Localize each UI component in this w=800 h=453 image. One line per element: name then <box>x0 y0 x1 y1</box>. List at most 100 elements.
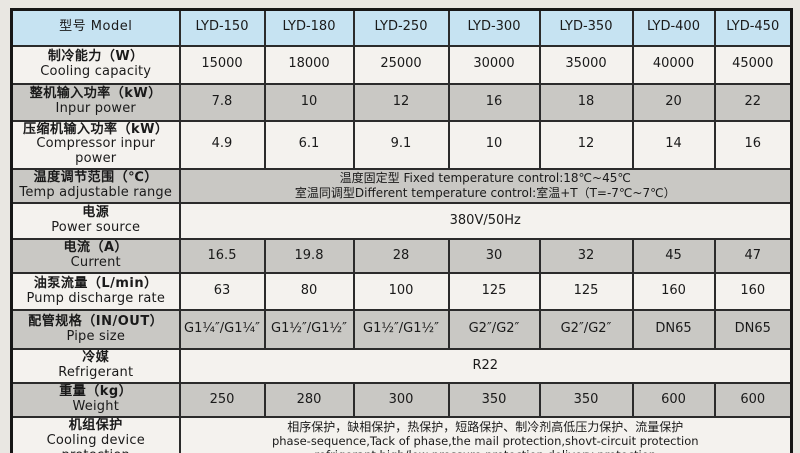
row-current: 电流（A） Current 16.5 19.8 28 30 32 45 47 <box>10 238 793 275</box>
table-cell: 9.1 <box>352 119 450 171</box>
table-cell: 20 <box>631 82 716 122</box>
table-cell: 80 <box>263 272 355 312</box>
table-cell: 600 <box>631 382 716 418</box>
row-power-source: 电源 Power source 380V/50Hz <box>10 202 793 241</box>
row-label-zh: 油泵流量（L/min） <box>33 275 158 291</box>
row-label-en: Temp adjustable range <box>19 185 173 201</box>
table-cell: 18000 <box>263 44 355 85</box>
row-label-zh: 温度调节范围（℃） <box>33 170 158 186</box>
table-cell: 47 <box>713 238 793 275</box>
row-label-refrigerant: 冷媒 Refrigerant <box>10 348 181 385</box>
table-cell: G2″/G2″ <box>447 309 541 351</box>
row-protection: 机组保护 Cooling device protection 相序保护，缺相保护… <box>10 415 793 453</box>
table-cell: 280 <box>263 382 355 418</box>
column-header-lyd400: LYD-400 <box>631 8 716 47</box>
table-cell: 18 <box>538 82 634 122</box>
table-cell: 16 <box>713 119 793 171</box>
row-label-en: Pipe size <box>66 328 126 344</box>
row-label-zh: 整机输入功率（kW） <box>29 86 162 102</box>
row-label-zh: 重量（kg） <box>59 384 133 400</box>
row-label-zh: 制冷能力（W） <box>47 48 144 64</box>
row-weight: 重量（kg） Weight 250 280 300 350 350 600 60… <box>10 382 793 418</box>
column-header-lyd450: LYD-450 <box>713 8 793 47</box>
table-cell: 19.8 <box>263 238 355 275</box>
column-header-lyd150: LYD-150 <box>178 8 266 47</box>
table-cell: 45000 <box>713 44 793 85</box>
row-label-pipe-size: 配管规格（IN/OUT） Pipe size <box>10 309 181 351</box>
row-label-en: Current <box>70 255 121 271</box>
column-header-model: 型号 Model <box>10 8 181 47</box>
row-label-zh: 电源 <box>82 205 110 221</box>
table-cell: 160 <box>631 272 716 312</box>
table-header-row: 型号 Model LYD-150 LYD-180 LYD-250 LYD-300… <box>10 8 793 47</box>
row-label-compressor-power: 压缩机输入功率（kW） Compressor inpur power <box>10 119 181 171</box>
table-cell: 350 <box>447 382 541 418</box>
row-label-en: Weight <box>72 399 119 414</box>
merged-cell-protection: 相序保护，缺相保护，热保护，短路保护、制冷剂高低压力保护、流量保护 phase-… <box>178 415 793 453</box>
column-header-lyd350: LYD-350 <box>538 8 634 47</box>
table-cell: G1½″/G1½″ <box>352 309 450 351</box>
row-label-weight: 重量（kg） Weight <box>10 382 181 418</box>
table-cell: 15000 <box>178 44 266 85</box>
row-label-en: Compressor inpur power <box>36 136 156 167</box>
table-cell: 350 <box>538 382 634 418</box>
row-pump-rate: 油泵流量（L/min） Pump discharge rate 63 80 10… <box>10 272 793 312</box>
table-cell: 16 <box>447 82 541 122</box>
table-cell: 63 <box>178 272 266 312</box>
table-cell: 12 <box>538 119 634 171</box>
table-cell: 12 <box>352 82 450 122</box>
row-label-zh: 配管规格（IN/OUT） <box>28 313 164 329</box>
row-input-power: 整机输入功率（kW） Inpur power 7.8 10 12 16 18 2… <box>10 82 793 122</box>
row-refrigerant: 冷媒 Refrigerant R22 <box>10 348 793 385</box>
table-cell: 100 <box>352 272 450 312</box>
column-header-lyd250: LYD-250 <box>352 8 450 47</box>
table-cell: 30000 <box>447 44 541 85</box>
protection-line1: 相序保护，缺相保护，热保护，短路保护、制冷剂高低压力保护、流量保护 <box>287 420 684 435</box>
table-cell: 125 <box>447 272 541 312</box>
row-label-en: Pump discharge rate <box>26 290 166 306</box>
table-cell: DN65 <box>631 309 716 351</box>
table-cell: G2″/G2″ <box>538 309 634 351</box>
table-cell: G1¼″/G1¼″ <box>178 309 266 351</box>
row-label-protection: 机组保护 Cooling device protection <box>10 415 181 453</box>
spec-table: 型号 Model LYD-150 LYD-180 LYD-250 LYD-300… <box>10 8 793 453</box>
row-label-en: Cooling capacity <box>40 63 152 79</box>
table-cell: 28 <box>352 238 450 275</box>
table-cell: 600 <box>713 382 793 418</box>
table-cell: 10 <box>263 82 355 122</box>
table-cell: G1½″/G1½″ <box>263 309 355 351</box>
table-cell: 32 <box>538 238 634 275</box>
merged-cell-refrigerant: R22 <box>178 348 793 385</box>
table-cell: 40000 <box>631 44 716 85</box>
row-cooling-capacity: 制冷能力（W） Cooling capacity 15000 18000 250… <box>10 44 793 85</box>
column-header-lyd180: LYD-180 <box>263 8 355 47</box>
table-cell: 7.8 <box>178 82 266 122</box>
row-label-en: Refrigerant <box>58 365 134 381</box>
row-label-current: 电流（A） Current <box>10 238 181 275</box>
row-label-zh: 冷媒 <box>82 350 110 366</box>
table-cell: 14 <box>631 119 716 171</box>
merged-cell-temp-range: 温度固定型 Fixed temperature control:18℃~45℃ … <box>178 168 793 205</box>
row-pipe-size: 配管规格（IN/OUT） Pipe size G1¼″/G1¼″ G1½″/G1… <box>10 309 793 351</box>
table-cell: 35000 <box>538 44 634 85</box>
table-cell: 160 <box>713 272 793 312</box>
table-cell: 25000 <box>352 44 450 85</box>
table-cell: 250 <box>178 382 266 418</box>
row-label-input-power: 整机输入功率（kW） Inpur power <box>10 82 181 122</box>
table-cell: 300 <box>352 382 450 418</box>
table-cell: 16.5 <box>178 238 266 275</box>
row-label-en: Cooling device protection <box>46 432 145 453</box>
row-label-en: Inpur power <box>55 101 136 116</box>
table-cell: 6.1 <box>263 119 355 171</box>
row-label-zh: 电流（A） <box>63 240 129 256</box>
table-cell: 30 <box>447 238 541 275</box>
row-label-pump-rate: 油泵流量（L/min） Pump discharge rate <box>10 272 181 312</box>
table-cell: 45 <box>631 238 716 275</box>
protection-line3: refrigerant high/low prossure protection… <box>183 448 789 453</box>
column-header-lyd300: LYD-300 <box>447 8 541 47</box>
merged-cell-power-source: 380V/50Hz <box>178 202 793 241</box>
table-cell: 4.9 <box>178 119 266 171</box>
row-compressor-power: 压缩机输入功率（kW） Compressor inpur power 4.9 6… <box>10 119 793 171</box>
row-label-en: Power source <box>51 220 141 236</box>
